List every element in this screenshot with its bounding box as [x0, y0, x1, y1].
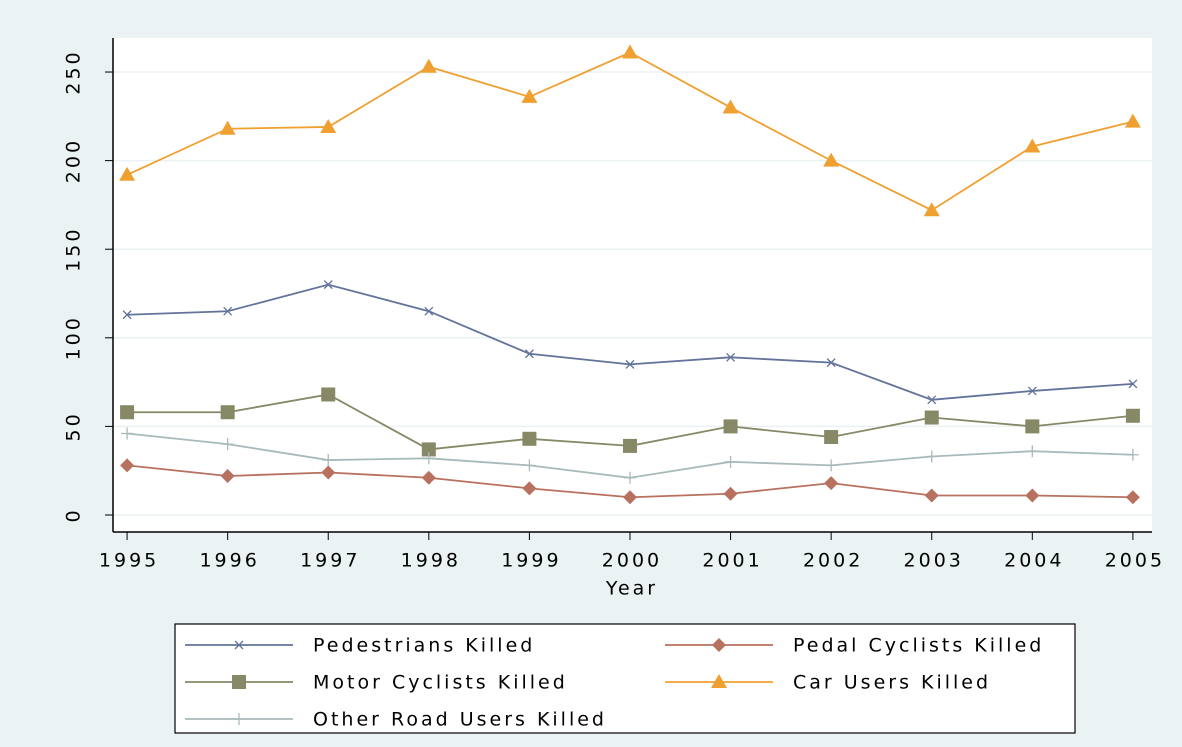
x-axis-title: Year: [605, 578, 658, 600]
legend-label: Pedestrians Killed: [313, 635, 535, 657]
legend-label: Pedal Cyclists Killed: [793, 635, 1044, 657]
marker: [1125, 490, 1140, 505]
marker: [1128, 379, 1138, 389]
marker: [219, 120, 236, 135]
marker: [220, 405, 235, 420]
marker: [121, 427, 134, 440]
marker: [321, 387, 336, 402]
marker: [320, 118, 337, 133]
marker: [119, 166, 136, 181]
marker: [1125, 408, 1140, 423]
marker: [621, 44, 638, 59]
marker: [925, 450, 938, 463]
marker: [221, 438, 234, 451]
marker: [625, 359, 635, 369]
x-tick-label: 2001: [702, 550, 762, 572]
marker: [824, 476, 839, 491]
x-tick-label: 1997: [300, 550, 360, 572]
x-tick-label: 2002: [803, 550, 863, 572]
marker: [923, 202, 940, 217]
marker: [1025, 419, 1040, 434]
marker: [1027, 386, 1037, 396]
marker: [220, 469, 235, 484]
marker: [823, 152, 840, 167]
marker: [724, 455, 737, 468]
marker: [726, 352, 736, 362]
marker: [824, 430, 839, 445]
y-tick-label: 100: [63, 315, 85, 360]
y-tick-label: 50: [63, 411, 85, 441]
marker: [233, 713, 245, 725]
x-tick-label: 2000: [602, 550, 662, 572]
marker: [622, 490, 637, 505]
x-tick-label: 1999: [501, 550, 561, 572]
marker: [232, 675, 246, 689]
marker: [521, 88, 538, 103]
x-tick-label: 1998: [401, 550, 461, 572]
marker: [722, 99, 739, 114]
marker: [927, 395, 937, 405]
marker: [323, 280, 333, 290]
marker: [723, 419, 738, 434]
marker: [712, 638, 726, 652]
marker: [523, 459, 536, 472]
marker: [623, 471, 636, 484]
marker: [223, 306, 233, 316]
marker: [120, 458, 135, 473]
marker: [234, 640, 244, 650]
y-tick-label: 150: [63, 227, 85, 272]
marker: [421, 442, 436, 457]
marker: [723, 486, 738, 501]
marker: [1124, 113, 1141, 128]
marker: [420, 58, 437, 73]
marker: [924, 488, 939, 503]
x-tick-label: 2003: [904, 550, 964, 572]
marker: [522, 431, 537, 446]
marker: [422, 452, 435, 465]
x-tick-label: 1995: [99, 550, 159, 572]
marker: [321, 465, 336, 480]
marker: [825, 459, 838, 472]
marker: [424, 306, 434, 316]
marker: [622, 438, 637, 453]
legend-label: Other Road Users Killed: [313, 709, 607, 731]
marker: [122, 310, 132, 320]
marker: [421, 470, 436, 485]
marker: [120, 405, 135, 420]
marker: [826, 358, 836, 368]
x-tick-label: 2004: [1004, 550, 1064, 572]
marker: [711, 674, 727, 688]
y-tick-label: 0: [63, 507, 85, 522]
legend-box: [174, 623, 1076, 734]
plot-area: [113, 38, 1152, 532]
x-tick-label: 2005: [1105, 550, 1165, 572]
legend-label: Motor Cyclists Killed: [313, 672, 568, 694]
marker: [1026, 445, 1039, 458]
legend-label: Car Users Killed: [793, 672, 991, 694]
marker: [1126, 448, 1139, 461]
y-tick-label: 250: [63, 49, 85, 94]
marker: [1024, 138, 1041, 153]
y-tick-label: 200: [63, 138, 85, 183]
marker: [322, 454, 335, 467]
marker: [924, 410, 939, 425]
marker: [524, 349, 534, 359]
marker: [522, 481, 537, 496]
x-tick-label: 1996: [199, 550, 259, 572]
marker: [1025, 488, 1040, 503]
